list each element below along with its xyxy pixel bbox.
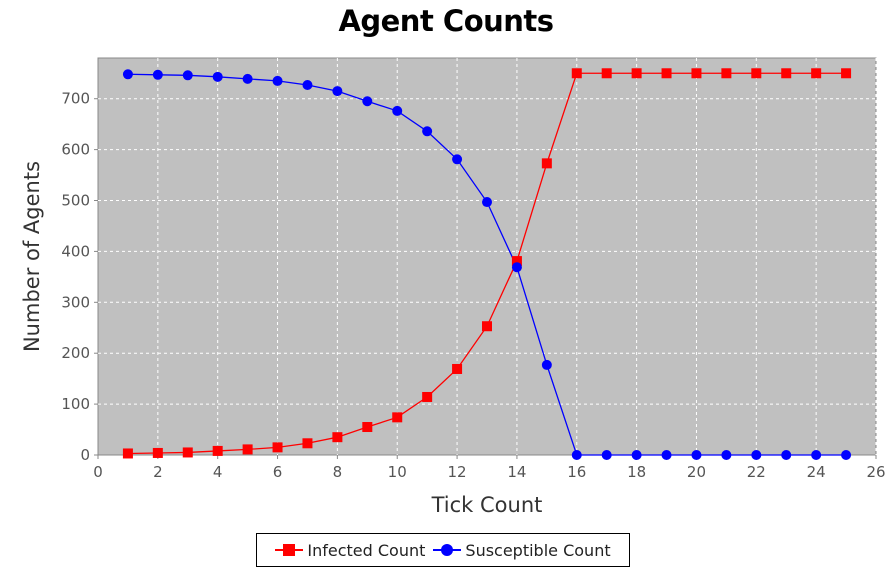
data-point-susceptible [721,450,732,460]
y-tick-label: 100 [61,395,90,413]
data-point-infected [242,444,253,455]
data-point-infected [332,432,343,443]
chart-legend: Infected Count Susceptible Count [256,533,630,567]
data-point-infected [511,256,522,267]
data-point-susceptible [242,73,253,84]
y-tick-label: 500 [61,192,90,210]
data-point-infected [302,438,313,449]
x-tick-label: 0 [93,463,103,481]
x-tick-label: 14 [507,463,526,481]
data-point-susceptible [422,126,433,137]
x-tick-label: 26 [866,463,885,481]
data-point-infected [392,412,403,423]
data-point-infected [751,68,762,79]
data-point-susceptible [272,75,283,86]
data-point-infected [272,442,283,453]
chart-title: Agent Counts [338,4,554,38]
legend-item-infected: Infected Count [275,541,425,560]
data-point-infected [631,68,642,79]
x-axis-label: Tick Count [431,493,543,517]
data-point-susceptible [302,79,313,90]
x-tick-label: 12 [448,463,467,481]
legend-item-susceptible: Susceptible Count [433,540,611,560]
data-point-infected [152,447,163,458]
data-point-susceptible [482,197,492,208]
x-tick-label: 4 [213,463,223,481]
x-tick-label: 8 [333,463,343,481]
legend-swatch-infected [275,543,304,557]
legend-label-susceptible: Susceptible Count [465,540,611,560]
y-tick-label: 300 [61,293,90,311]
chart-plot: 0 2 4 6 8 10 12 14 16 18 20 22 24 2601002003004005006… [20,57,886,517]
data-point-susceptible [152,69,163,80]
data-point-infected [122,448,133,459]
data-point-infected [422,391,433,402]
x-tick-label: 10 [388,463,407,481]
data-point-susceptible [122,69,133,80]
data-point-susceptible [571,450,582,460]
data-point-infected [601,68,612,79]
y-tick-label: 700 [61,90,90,108]
data-point-infected [841,68,852,79]
data-point-infected [811,68,822,79]
data-point-infected [182,447,193,458]
x-tick-label: 18 [627,463,646,481]
x-tick-label: 6 [273,463,283,481]
data-point-susceptible [691,450,702,460]
x-tick-label: 16 [567,463,586,481]
data-point-infected [212,445,223,456]
data-point-susceptible [631,450,642,460]
legend-swatch-susceptible [433,543,462,557]
y-tick-label: 0 [80,446,90,464]
data-point-infected [781,68,792,79]
data-point-susceptible [811,450,822,460]
data-point-susceptible [511,262,522,273]
plot-area [97,57,877,456]
data-point-infected [452,363,463,374]
data-point-susceptible [362,96,373,107]
x-tick-label: 22 [747,463,766,481]
y-tick-label: 600 [61,141,90,159]
data-point-susceptible [781,450,792,460]
x-tick-label: 24 [807,463,826,481]
legend-label-infected: Infected Count [307,540,426,560]
y-tick-label: 200 [61,344,90,362]
data-point-susceptible [212,71,223,82]
data-point-infected [691,68,702,79]
x-tick-label: 20 [687,463,706,481]
data-point-infected [661,68,672,79]
data-point-susceptible [841,450,852,460]
data-point-susceptible [751,450,762,460]
data-point-infected [721,68,732,79]
data-point-infected [541,158,552,169]
data-point-susceptible [661,450,672,460]
x-tick-label: 2 [153,463,163,481]
data-point-susceptible [541,359,552,370]
y-tick-label: 400 [61,242,90,260]
data-point-infected [571,68,582,79]
data-point-susceptible [601,450,612,460]
data-point-susceptible [332,86,343,97]
data-point-susceptible [392,105,403,116]
data-point-susceptible [452,154,463,165]
data-point-infected [362,422,373,433]
y-axis-label: Number of Agents [20,161,44,352]
data-point-susceptible [182,70,193,81]
data-point-infected [482,321,492,332]
